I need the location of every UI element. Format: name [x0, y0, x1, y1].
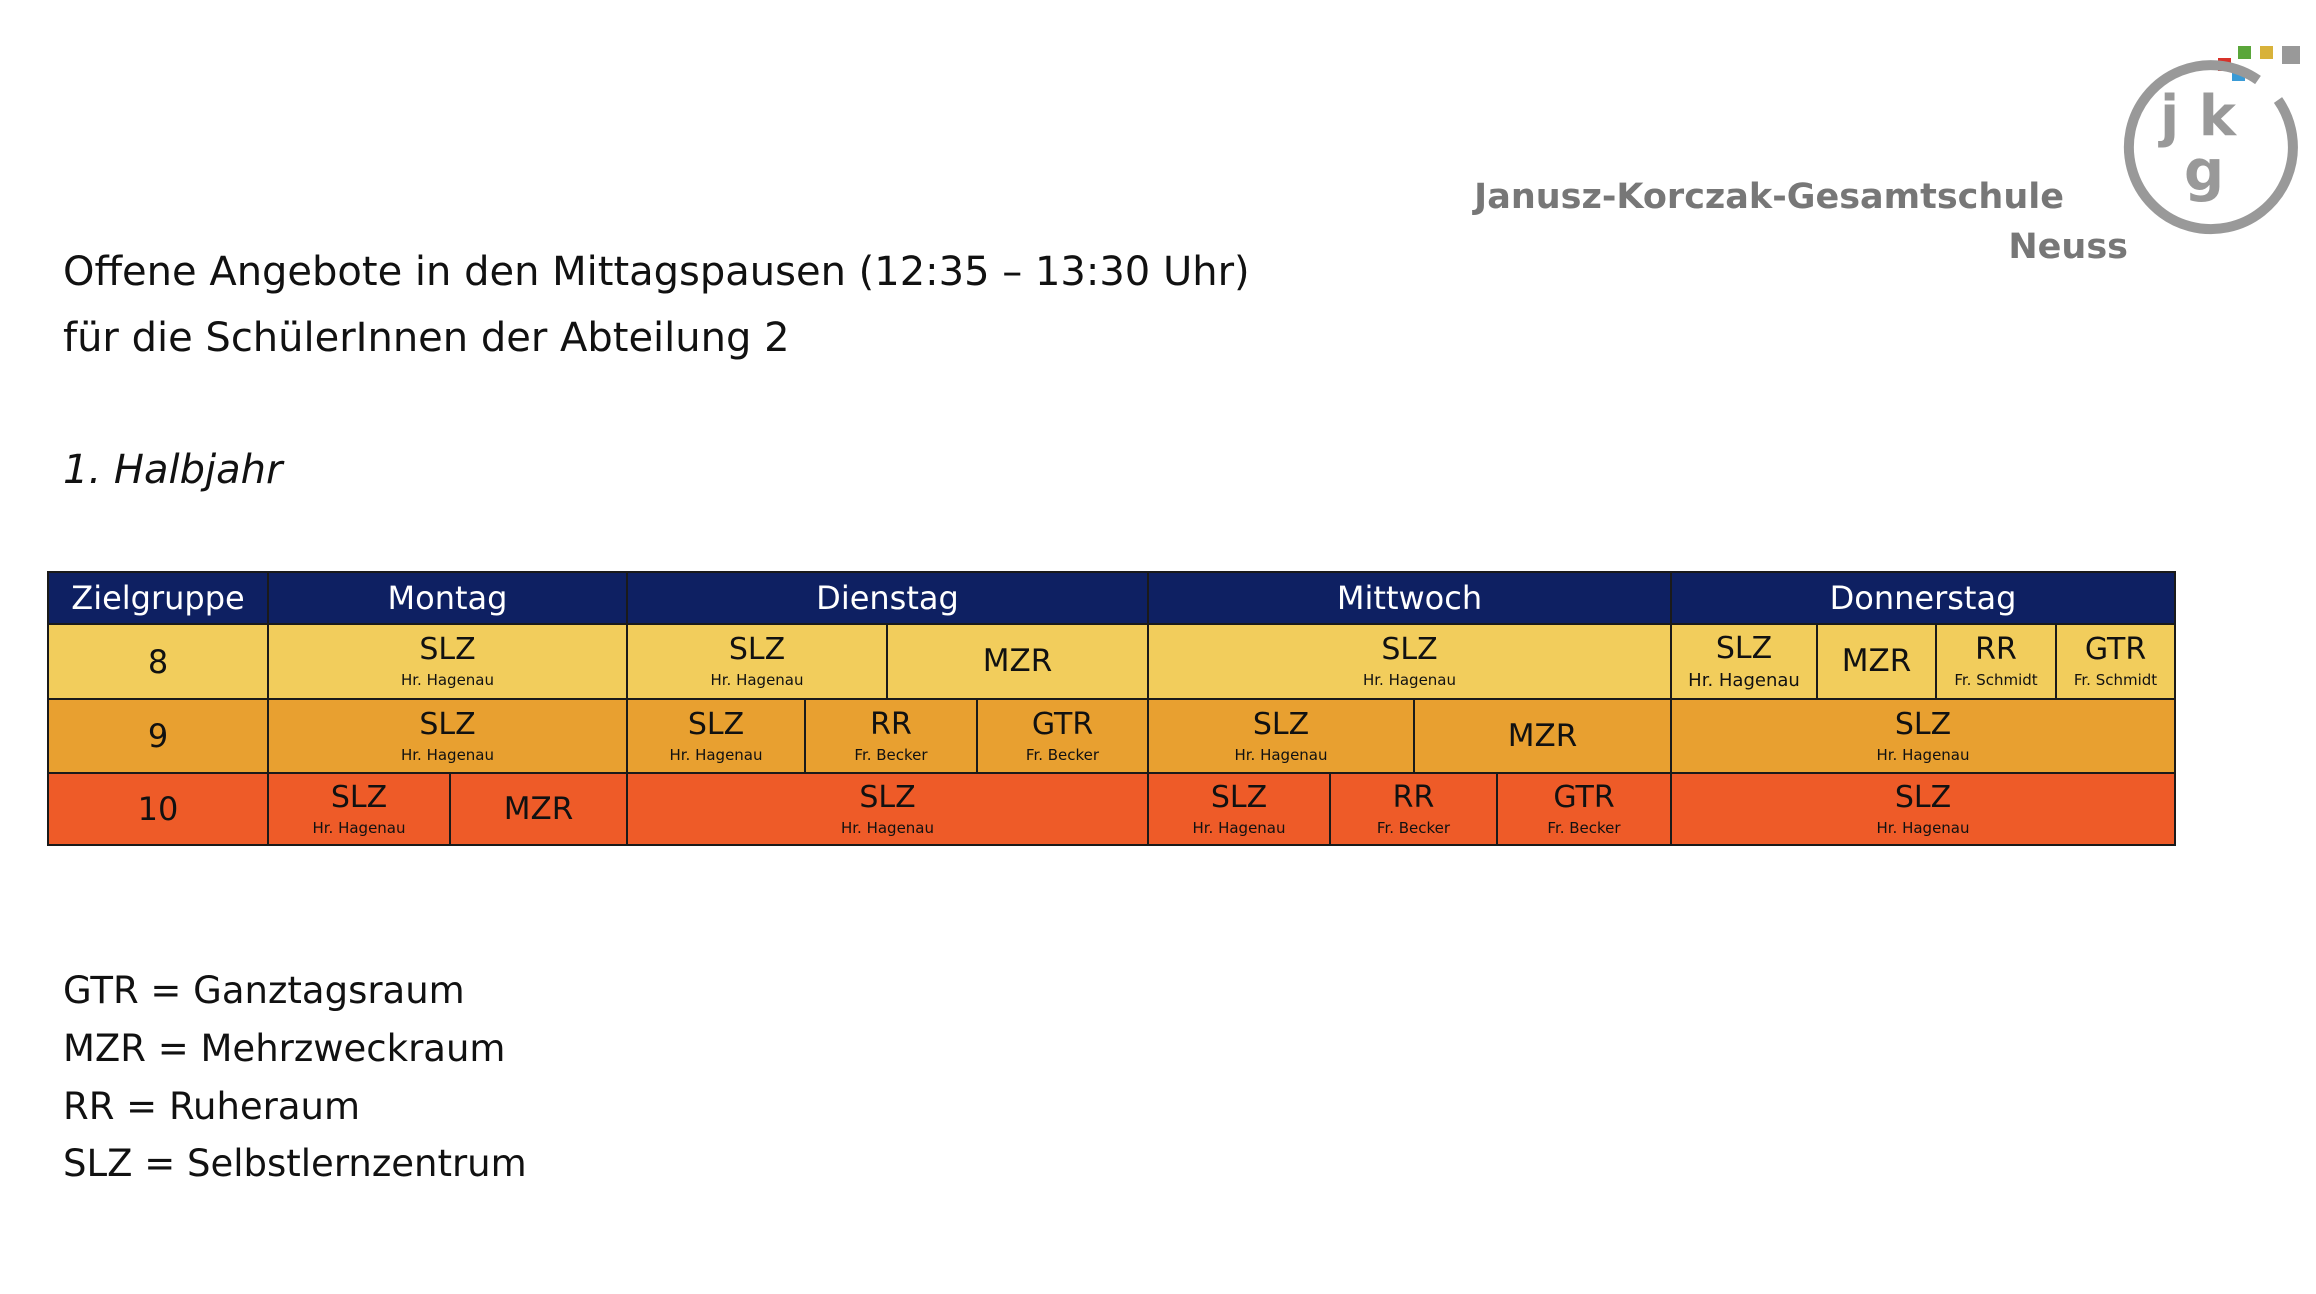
logo-letter-g: g [2184, 139, 2224, 204]
header-dienstag: Dienstag [626, 571, 1149, 625]
room-label: SLZ [687, 706, 745, 742]
supervisor-label: Hr. Hagenau [400, 671, 495, 689]
slot-9-dienstag-2: RR Fr. Becker [804, 698, 978, 774]
slot-10-mittwoch-1: SLZ Hr. Hagenau [1147, 772, 1331, 846]
room-label: SLZ [1210, 779, 1268, 815]
slot-10-mittwoch-2: RR Fr. Becker [1329, 772, 1498, 846]
supervisor-label: Hr. Hagenau [312, 818, 406, 837]
slot-10-montag-2: MZR [449, 772, 628, 846]
school-logo: j k g [2123, 46, 2300, 235]
slot-10-mittwoch-3: GTR Fr. Becker [1496, 772, 1672, 846]
room-label: RR [1975, 632, 2017, 667]
slot-9-dienstag-1: SLZ Hr. Hagenau [626, 698, 806, 774]
slot-8-dienstag-1: SLZ Hr. Hagenau [626, 623, 888, 700]
room-label: SLZ [419, 706, 476, 742]
supervisor-label: Fr. Becker [1376, 818, 1451, 837]
room-label: GTR [1553, 779, 1615, 815]
logo-square-gray [2282, 46, 2300, 64]
slot-9-dienstag-3: GTR Fr. Becker [976, 698, 1149, 774]
slot-9-donnerstag: SLZ Hr. Hagenau [1670, 698, 2176, 774]
room-label: MZR [1507, 717, 1578, 754]
slot-10-donnerstag: SLZ Hr. Hagenau [1670, 772, 2176, 846]
group-label: 9 [147, 717, 169, 755]
supervisor-label: Fr. Becker [1025, 745, 1100, 764]
supervisor-label: Fr. Schmidt [2073, 671, 2158, 689]
room-label: GTR [2084, 632, 2147, 667]
slot-8-donnerstag-1: SLZ Hr. Hagenau [1670, 623, 1818, 700]
room-label: RR [870, 706, 912, 742]
supervisor-label: Fr. Becker [854, 745, 928, 764]
room-label: RR [1392, 779, 1435, 815]
supervisor-label: Hr. Hagenau [1362, 671, 1457, 689]
room-label: SLZ [1381, 632, 1438, 667]
legend-item-gtr: GTR = Ganztagsraum [63, 969, 465, 1012]
supervisor-label: Hr. Hagenau [1192, 818, 1286, 837]
legend-item-rr: RR = Ruheraum [63, 1085, 361, 1128]
group-label: 8 [147, 642, 169, 681]
supervisor-label: Fr. Schmidt [1954, 671, 2038, 689]
header-montag: Montag [267, 571, 628, 625]
supervisor-label: Fr. Becker [1547, 818, 1621, 837]
logo-ring [2123, 60, 2298, 235]
room-label: SLZ [859, 779, 916, 815]
slot-8-dienstag-2: MZR [886, 623, 1149, 700]
semester-label: 1. Halbjahr [63, 447, 283, 493]
slot-8-montag: SLZ Hr. Hagenau [267, 623, 628, 700]
supervisor-label: Hr. Hagenau [840, 818, 935, 837]
supervisor-label: Hr. Hagenau [1876, 745, 1970, 764]
slot-8-donnerstag-2: MZR [1816, 623, 1937, 700]
slot-9-mittwoch-2: MZR [1413, 698, 1672, 774]
row-10-group: 10 [47, 772, 269, 846]
school-name: Janusz-Korczak-Gesamtschule [1474, 177, 2064, 217]
slot-10-montag-1: SLZ Hr. Hagenau [267, 772, 451, 846]
page-subtitle: für die SchülerInnen der Abteilung 2 [63, 315, 790, 361]
row-8-group: 8 [47, 623, 269, 700]
room-label: SLZ [1894, 779, 1952, 815]
slot-8-donnerstag-3: RR Fr. Schmidt [1935, 623, 2057, 700]
school-city: Neuss [2008, 227, 2128, 267]
slot-9-montag: SLZ Hr. Hagenau [267, 698, 628, 774]
room-label: SLZ [1252, 706, 1310, 742]
page-title: Offene Angebote in den Mittagspausen (12… [63, 249, 1250, 295]
room-label: MZR [982, 643, 1053, 679]
logo-square-green [2238, 46, 2251, 59]
legend-item-mzr: MZR = Mehrzweckraum [63, 1027, 506, 1070]
logo-square-yellow [2260, 46, 2273, 59]
room-label: SLZ [1715, 630, 1773, 666]
group-label: 10 [137, 790, 179, 828]
header-mittwoch: Mittwoch [1147, 571, 1672, 625]
slot-8-donnerstag-4: GTR Fr. Schmidt [2055, 623, 2176, 700]
room-label: SLZ [330, 779, 388, 815]
header-zielgruppe: Zielgruppe [47, 571, 269, 625]
supervisor-label: Hr. Hagenau [710, 671, 804, 689]
slot-10-dienstag: SLZ Hr. Hagenau [626, 772, 1149, 846]
header-donnerstag: Donnerstag [1670, 571, 2176, 625]
room-label: GTR [1031, 706, 1094, 742]
room-label: SLZ [728, 632, 786, 667]
supervisor-label: Hr. Hagenau [1234, 745, 1328, 764]
slot-8-mittwoch: SLZ Hr. Hagenau [1147, 623, 1672, 700]
room-label: SLZ [419, 632, 476, 667]
room-label: MZR [1841, 643, 1912, 679]
legend-item-slz: SLZ = Selbstlernzentrum [63, 1142, 527, 1185]
supervisor-label: Hr. Hagenau [669, 745, 763, 764]
slot-9-mittwoch-1: SLZ Hr. Hagenau [1147, 698, 1415, 774]
row-9-group: 9 [47, 698, 269, 774]
room-label: MZR [503, 790, 574, 827]
room-label: SLZ [1894, 706, 1952, 742]
supervisor-label: Hr. Hagenau [1876, 818, 1970, 837]
logo-letters-jk: j k [2158, 84, 2238, 149]
supervisor-label: Hr. Hagenau [400, 745, 495, 764]
supervisor-label: Hr. Hagenau [1688, 669, 1800, 691]
